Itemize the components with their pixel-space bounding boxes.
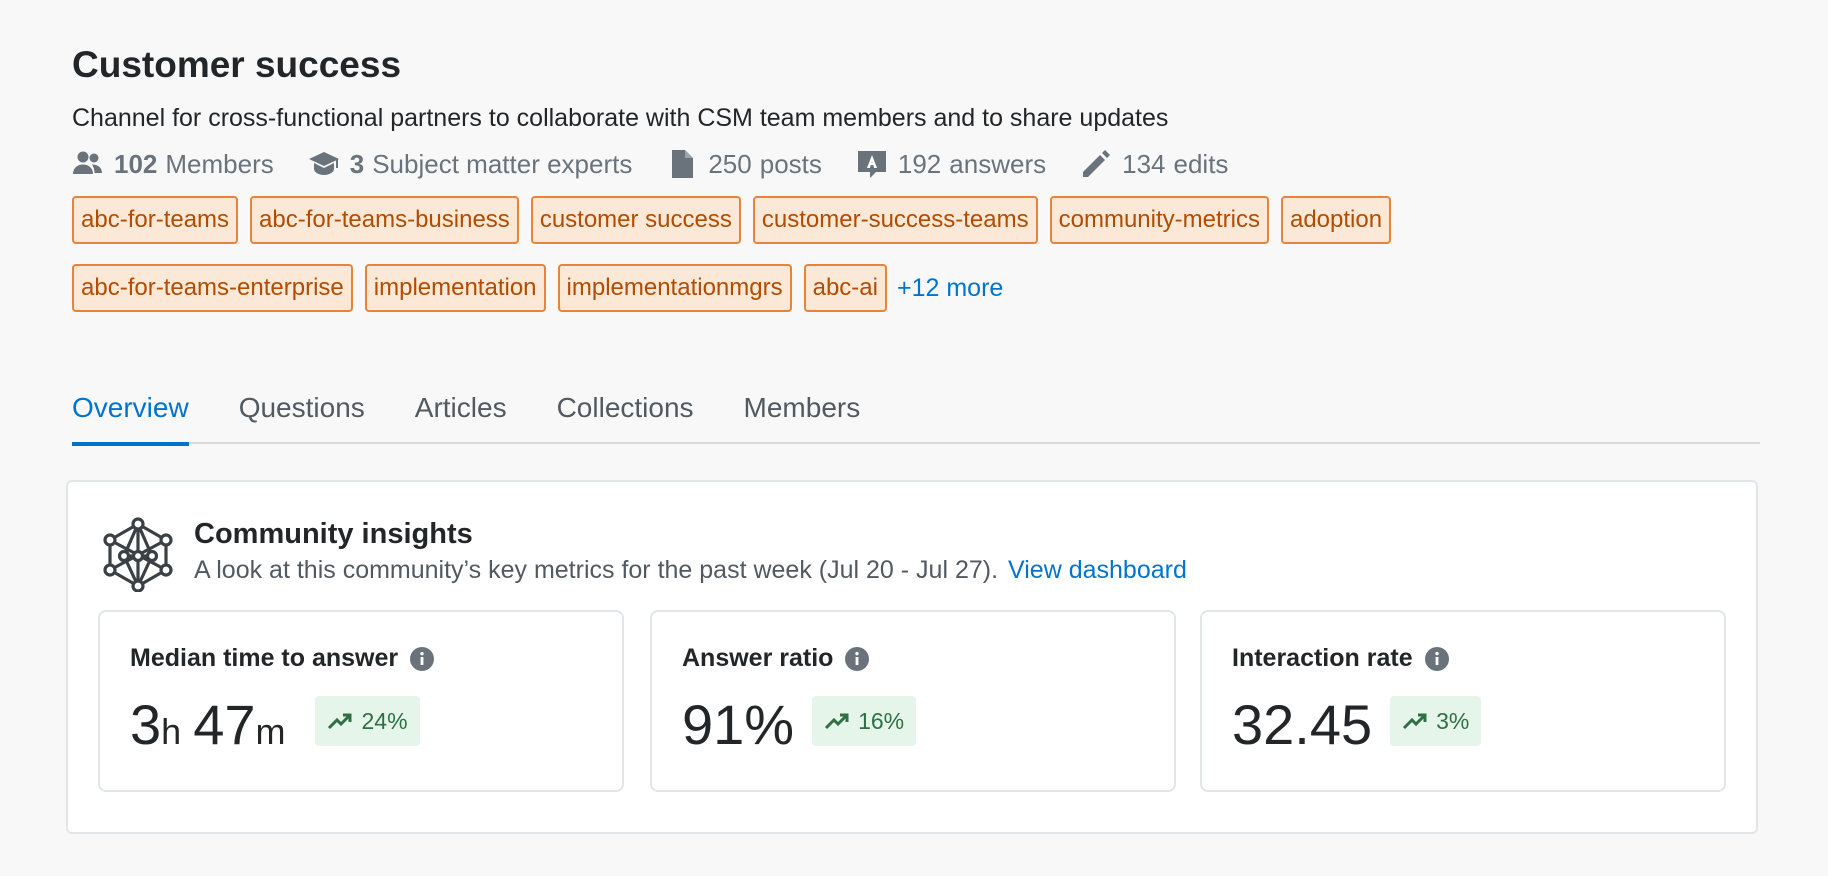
- trending-up-icon: [328, 713, 352, 730]
- tag-abc-for-teams[interactable]: abc-for-teams: [72, 196, 239, 244]
- interaction-rate-value: 32.45: [1232, 693, 1373, 756]
- metric-card-answer-ratio: Answer ratio 91% 16%: [650, 610, 1176, 792]
- metric-value: 32.45 3%: [1232, 690, 1482, 760]
- posts-label: posts: [759, 148, 822, 179]
- answers-count: 192: [897, 148, 942, 179]
- hours-value: 3: [130, 693, 162, 756]
- page-title: Customer success: [72, 44, 402, 85]
- members-count: 102: [114, 148, 158, 179]
- more-tags-link[interactable]: +12 more: [896, 274, 1004, 302]
- tab-articles[interactable]: Articles: [414, 392, 507, 423]
- metric-value: 91% 16%: [682, 690, 917, 760]
- answer-ratio-value: 91%: [682, 693, 795, 756]
- metric-value: 3h 47m 24%: [130, 690, 420, 767]
- tag-customer-success-teams[interactable]: customer-success-teams: [752, 196, 1038, 244]
- members-stat[interactable]: 102 Members: [72, 148, 274, 180]
- channel-stats: 102 Members 3 Subject matter experts 250…: [72, 146, 1760, 182]
- document-icon: [672, 150, 694, 178]
- channel-description: Channel for cross-functional partners to…: [72, 104, 1169, 132]
- info-icon[interactable]: [410, 646, 435, 671]
- metric-label-text: Answer ratio: [682, 644, 834, 672]
- minutes-unit: m: [255, 711, 286, 752]
- experts-count: 3: [349, 148, 365, 179]
- metric-label-text: Median time to answer: [130, 644, 399, 672]
- community-insights-card: Community insights A look at this commun…: [66, 480, 1758, 834]
- edits-stat: 134 edits: [1080, 148, 1228, 180]
- tag-abc-for-teams-enterprise[interactable]: abc-for-teams-enterprise: [72, 264, 353, 312]
- tag-abc-for-teams-business[interactable]: abc-for-teams-business: [250, 196, 519, 244]
- graduation-cap-icon: [308, 152, 339, 175]
- edits-count: 134: [1122, 148, 1166, 179]
- network-icon: [103, 517, 173, 592]
- pencil-icon: [1083, 150, 1111, 177]
- tag-implementationmgrs[interactable]: implementationmgrs: [557, 264, 792, 312]
- tag-list: abc-for-teams abc-for-teams-business cus…: [72, 196, 1522, 332]
- change-badge: 16%: [812, 696, 917, 747]
- tab-overview[interactable]: Overview: [72, 380, 189, 446]
- change-value: 3%: [1436, 708, 1470, 735]
- change-value: 24%: [361, 708, 408, 735]
- change-badge: 3%: [1390, 696, 1482, 747]
- tag-implementation[interactable]: implementation: [364, 264, 546, 312]
- insights-subtitle: A look at this community’s key metrics f…: [194, 556, 1187, 585]
- minutes-value: 47: [193, 693, 256, 756]
- members-label: Members: [165, 148, 274, 179]
- posts-stat: 250 posts: [666, 148, 822, 180]
- trending-up-icon: [825, 713, 849, 730]
- change-value: 16%: [858, 708, 905, 735]
- tag-community-metrics[interactable]: community-metrics: [1049, 196, 1269, 244]
- metric-card-median-time: Median time to answer 3h 47m 24%: [98, 610, 624, 792]
- people-icon: [73, 151, 102, 174]
- tag-adoption[interactable]: adoption: [1280, 196, 1392, 244]
- trending-up-icon: [1403, 713, 1427, 730]
- view-dashboard-link[interactable]: View dashboard: [1008, 556, 1187, 584]
- metric-label: Median time to answer: [130, 644, 435, 673]
- metric-label: Answer ratio: [682, 644, 870, 673]
- tab-collections[interactable]: Collections: [556, 392, 694, 423]
- metric-card-interaction-rate: Interaction rate 32.45 3%: [1200, 610, 1726, 792]
- experts-stat[interactable]: 3 Subject matter experts: [308, 148, 633, 180]
- hours-unit: h: [161, 711, 182, 752]
- tab-questions[interactable]: Questions: [238, 392, 365, 423]
- tag-customer-success[interactable]: customer success: [530, 196, 741, 244]
- info-icon[interactable]: [845, 646, 870, 671]
- insights-title: Community insights: [194, 518, 473, 550]
- insights-description: A look at this community’s key metrics f…: [194, 556, 999, 584]
- answers-label: answers: [949, 148, 1047, 179]
- channel-tabs: Overview Questions Articles Collections …: [72, 380, 1760, 446]
- metric-label-text: Interaction rate: [1232, 644, 1413, 672]
- tab-members[interactable]: Members: [743, 392, 861, 423]
- info-icon[interactable]: [1424, 646, 1449, 671]
- edits-label: edits: [1173, 148, 1229, 179]
- answer-icon: [857, 151, 886, 178]
- posts-count: 250: [708, 148, 752, 179]
- answers-stat: 192 answers: [856, 148, 1046, 180]
- tag-abc-ai[interactable]: abc-ai: [803, 264, 887, 312]
- experts-label: Subject matter experts: [372, 148, 633, 179]
- channel-page: Customer success Channel for cross-funct…: [66, 40, 1760, 834]
- change-badge: 24%: [315, 696, 420, 747]
- metric-label: Interaction rate: [1232, 644, 1449, 673]
